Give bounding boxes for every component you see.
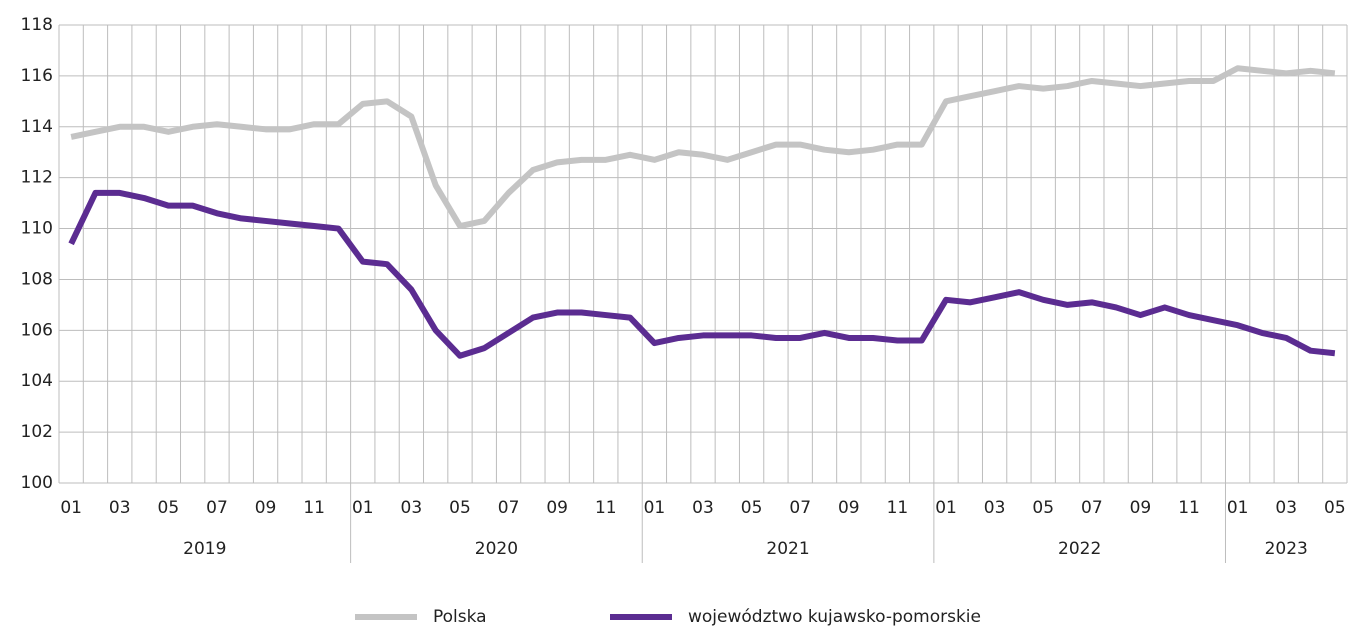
y-tick-label: 118 — [21, 15, 53, 35]
x-tick-label: 01 — [935, 498, 957, 518]
year-label: 2019 — [183, 539, 226, 559]
series-line — [68, 189, 1336, 359]
y-tick-label: 106 — [21, 320, 53, 340]
year-label: 2020 — [475, 539, 518, 559]
x-tick-label: 09 — [1130, 498, 1152, 518]
x-tick-label: 07 — [206, 498, 228, 518]
x-tick-label: 01 — [60, 498, 82, 518]
x-tick-label: 03 — [692, 498, 714, 518]
y-tick-label: 102 — [21, 422, 53, 442]
x-tick-label: 01 — [352, 498, 374, 518]
x-tick-label: 09 — [838, 498, 860, 518]
x-tick-label: 05 — [158, 498, 180, 518]
x-tick-label: 07 — [1081, 498, 1103, 518]
x-tick-label: 05 — [449, 498, 471, 518]
x-tick-label: 09 — [255, 498, 277, 518]
year-label: 2021 — [766, 539, 809, 559]
year-label: 2022 — [1058, 539, 1101, 559]
y-tick-label: 116 — [21, 66, 53, 86]
x-tick-label: 01 — [1227, 498, 1249, 518]
x-tick-label: 03 — [109, 498, 131, 518]
legend-label: Polska — [433, 607, 487, 627]
x-tick-label: 11 — [1178, 498, 1200, 518]
x-tick-label: 11 — [303, 498, 325, 518]
series-line — [70, 65, 1336, 230]
y-tick-label: 100 — [21, 473, 53, 493]
y-tick-label: 108 — [21, 269, 53, 289]
x-tick-label: 05 — [741, 498, 763, 518]
y-tick-label: 114 — [21, 117, 53, 137]
x-tick-label: 03 — [1275, 498, 1297, 518]
x-tick-label: 07 — [498, 498, 520, 518]
x-tick-label: 03 — [984, 498, 1006, 518]
x-tick-label: 03 — [401, 498, 423, 518]
x-tick-label: 11 — [595, 498, 617, 518]
x-tick-label: 05 — [1324, 498, 1346, 518]
year-label: 2023 — [1265, 539, 1308, 559]
y-tick-label: 112 — [21, 168, 53, 188]
y-tick-label: 104 — [21, 371, 53, 391]
x-tick-label: 11 — [887, 498, 909, 518]
x-tick-label: 05 — [1032, 498, 1054, 518]
x-tick-label: 01 — [644, 498, 666, 518]
x-tick-label: 07 — [789, 498, 811, 518]
x-tick-label: 09 — [546, 498, 568, 518]
legend-label: województwo kujawsko-pomorskie — [688, 607, 981, 627]
y-tick-label: 110 — [21, 219, 53, 239]
